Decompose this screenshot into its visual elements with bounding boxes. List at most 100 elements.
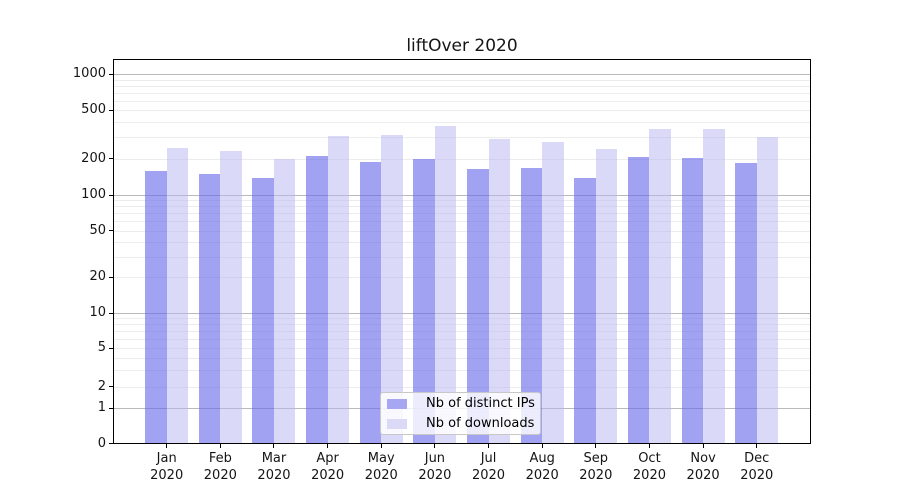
gridline-minor xyxy=(113,386,811,388)
bar-downloads-apr xyxy=(327,135,350,444)
y-tick-label: 1 xyxy=(97,400,106,415)
x-tick-mark xyxy=(595,444,597,448)
y-tick-mark xyxy=(109,407,113,409)
x-tick-label-line: Apr xyxy=(316,451,339,466)
gridline-minor xyxy=(113,158,811,160)
gridline-minor xyxy=(113,318,811,320)
y-tick-mark xyxy=(109,347,113,349)
bar-downloads-mar xyxy=(273,159,296,444)
x-tick-label: Apr 2020 xyxy=(301,450,355,484)
bar-downloads-jun xyxy=(434,125,457,444)
bar-downloads-nov xyxy=(703,129,725,444)
x-tick-label: Dec 2020 xyxy=(730,450,784,484)
gridline-minor xyxy=(113,221,811,223)
gridline-minor xyxy=(113,100,811,102)
gridline-minor xyxy=(113,369,811,371)
y-tick-label: 2 xyxy=(97,378,106,394)
x-tick-label-line: 2020 xyxy=(257,468,291,483)
legend-label-distinct-ips: Nb of distinct IPs xyxy=(426,396,535,411)
bar-distinct-ips-dec xyxy=(735,163,757,444)
x-tick-label-line: 2020 xyxy=(632,468,666,483)
x-tick-label: Jan 2020 xyxy=(140,450,194,484)
x-tick-mark xyxy=(434,444,436,448)
x-tick-mark xyxy=(166,444,168,448)
gridline-minor xyxy=(113,357,811,359)
plot-border xyxy=(113,59,811,444)
bar-downloads-dec xyxy=(756,136,779,444)
x-tick-label: Oct 2020 xyxy=(622,450,676,484)
x-tick-label-line: 2020 xyxy=(203,468,237,483)
bar-distinct-ips-mar xyxy=(252,177,274,444)
x-tick-mark xyxy=(702,444,704,448)
x-tick-mark xyxy=(327,444,329,448)
bar-distinct-ips-jul xyxy=(467,169,489,444)
x-tick-label: Feb 2020 xyxy=(193,450,247,484)
gridline-minor xyxy=(113,200,811,202)
x-tick-label: May 2020 xyxy=(354,450,408,484)
bar-distinct-ips-feb xyxy=(198,174,221,444)
gridline-minor xyxy=(113,324,811,326)
gridline-minor xyxy=(113,92,811,94)
x-tick-label-line: 2020 xyxy=(740,468,774,483)
x-tick-label: Aug 2020 xyxy=(515,450,569,484)
bar-distinct-ips-apr xyxy=(306,155,328,444)
x-tick-label-line: Oct xyxy=(638,451,661,466)
y-tick-mark xyxy=(109,443,113,444)
y-tick-mark xyxy=(109,230,113,232)
bar-downloads-jan xyxy=(166,147,189,444)
x-tick-label-line: Mar xyxy=(261,451,287,466)
y-tick-label: 100 xyxy=(81,187,106,202)
gridline-minor xyxy=(113,213,811,215)
x-tick-label-line: 2020 xyxy=(364,468,398,483)
gridline-minor xyxy=(113,241,811,243)
gridline-minor xyxy=(113,331,811,333)
y-tick-label: 50 xyxy=(89,222,106,238)
gridline-minor xyxy=(113,79,811,81)
gridline-minor xyxy=(113,85,811,87)
x-tick-label-line: Feb xyxy=(208,451,232,466)
gridline-major xyxy=(113,313,811,314)
bar-downloads-feb xyxy=(220,151,242,444)
y-tick-label: 1000 xyxy=(72,66,106,81)
x-tick-label-line: 2020 xyxy=(418,468,452,483)
bar-distinct-ips-oct xyxy=(627,157,650,444)
y-tick-mark xyxy=(109,386,113,387)
legend-swatch-distinct-ips xyxy=(387,398,407,409)
y-tick-label: 500 xyxy=(81,102,106,118)
x-tick-label-line: Sep xyxy=(583,451,609,466)
bar-downloads-jul xyxy=(488,139,511,444)
x-tick-label-line: 2020 xyxy=(579,468,613,483)
y-tick-label: 200 xyxy=(81,150,106,166)
gridline-minor xyxy=(113,137,811,139)
x-tick-label: Nov 2020 xyxy=(676,450,730,484)
y-tick-mark xyxy=(109,109,113,111)
bar-downloads-aug xyxy=(542,142,564,444)
x-tick-mark xyxy=(488,444,490,448)
x-tick-label-line: Dec xyxy=(744,451,770,466)
bar-distinct-ips-nov xyxy=(681,158,704,444)
x-tick-label-line: 2020 xyxy=(686,468,720,483)
gridline-minor xyxy=(113,230,811,232)
gridline-minor xyxy=(113,110,811,112)
bar-downloads-sep xyxy=(595,148,618,444)
x-tick-label-line: May xyxy=(367,451,395,466)
bar-distinct-ips-may xyxy=(359,161,382,444)
gridline-minor xyxy=(113,122,811,124)
legend-item-downloads: Nb of downloads xyxy=(387,415,540,432)
gridline-major xyxy=(113,74,811,75)
bar-distinct-ips-jan xyxy=(145,170,167,444)
gridline-minor xyxy=(113,256,811,258)
bar-downloads-may xyxy=(381,135,403,444)
x-tick-label-line: 2020 xyxy=(150,468,184,483)
x-tick-label-line: 2020 xyxy=(311,468,345,483)
x-tick-label-line: 2020 xyxy=(525,468,559,483)
y-tick-mark xyxy=(109,312,113,314)
chart-title: liftOver 2020 xyxy=(406,36,518,56)
x-tick-label-line: Aug xyxy=(529,451,555,466)
x-tick-mark xyxy=(380,444,382,448)
y-tick-mark xyxy=(109,194,113,196)
legend-label-downloads: Nb of downloads xyxy=(426,416,535,431)
y-tick-label: 5 xyxy=(97,340,106,356)
